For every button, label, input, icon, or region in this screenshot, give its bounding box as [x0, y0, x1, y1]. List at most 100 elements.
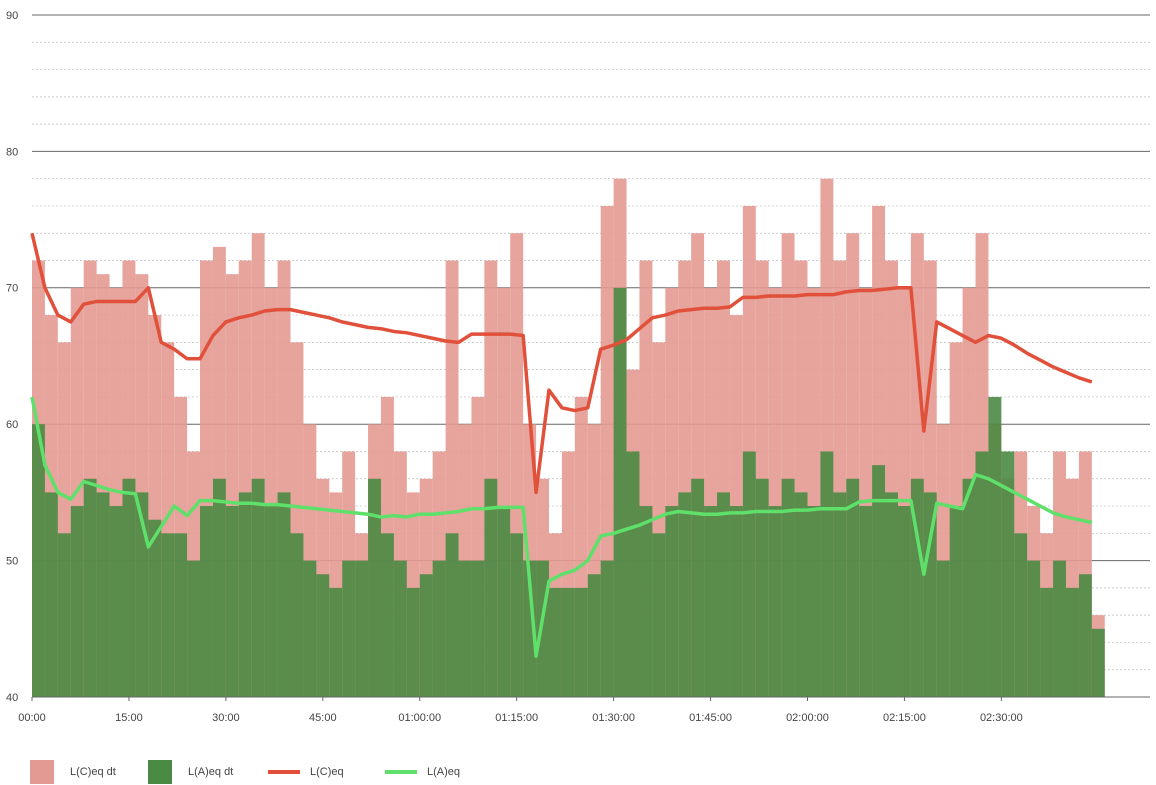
level-bar — [148, 519, 162, 697]
level-bar — [729, 506, 743, 697]
level-bar — [471, 560, 485, 697]
level-bar — [691, 478, 705, 697]
y-tick-label: 60 — [6, 419, 18, 431]
level-bar — [303, 560, 317, 697]
level-bar — [936, 560, 950, 697]
level-bar — [96, 492, 110, 697]
level-bar — [639, 506, 653, 697]
level-bar — [251, 478, 265, 697]
level-bar — [561, 587, 575, 697]
level-bar — [44, 492, 58, 697]
level-line — [30, 232, 1093, 495]
level-bar — [807, 506, 821, 697]
legend-label: L(A)eq dt — [188, 766, 233, 778]
level-bar — [135, 492, 149, 697]
level-bar — [523, 560, 537, 697]
level-bar — [548, 587, 562, 697]
y-tick-label: 80 — [6, 146, 18, 158]
legend-label: L(C)eq — [310, 766, 344, 778]
x-tick-label: 15:00 — [115, 712, 143, 724]
x-tick-label: 02:15:00 — [883, 712, 926, 724]
level-bar — [704, 506, 718, 697]
level-bar — [497, 506, 511, 697]
level-bar — [600, 560, 614, 697]
level-bar — [613, 287, 627, 697]
level-bar — [445, 533, 459, 697]
level-bar — [1001, 451, 1015, 697]
level-bar — [174, 533, 188, 697]
level-bar — [872, 465, 886, 697]
level-bar — [1091, 628, 1105, 697]
level-bar — [717, 492, 730, 697]
level-bar — [342, 560, 356, 697]
legend-label: L(A)eq — [427, 766, 460, 778]
level-bar — [355, 560, 369, 697]
level-bar — [368, 478, 381, 697]
level-bar — [652, 533, 666, 697]
level-bar — [949, 506, 963, 697]
level-bar — [846, 478, 860, 697]
level-bar — [1053, 560, 1066, 697]
level-bar — [897, 506, 911, 697]
level-bar — [70, 506, 84, 697]
y-tick-label: 70 — [6, 283, 18, 295]
legend-swatch — [30, 760, 54, 784]
x-tick-label: 45:00 — [309, 712, 337, 724]
legend-label: L(C)eq dt — [70, 766, 116, 778]
level-bar — [406, 587, 420, 697]
level-bar — [885, 492, 898, 697]
x-tick-label: 01:00:00 — [398, 712, 441, 724]
level-bar — [833, 492, 847, 697]
level-bar — [794, 492, 808, 697]
level-bar — [225, 506, 239, 697]
level-bar — [626, 451, 640, 697]
level-bar — [122, 478, 136, 697]
level-bar — [212, 478, 226, 697]
level-bar — [1040, 587, 1054, 697]
level-bar — [510, 533, 524, 697]
level-bar — [57, 533, 71, 697]
level-bar — [768, 506, 782, 697]
level-bar — [316, 574, 330, 697]
level-bar — [419, 574, 433, 697]
level-bar — [290, 533, 304, 697]
level-bar — [1065, 587, 1079, 697]
level-bar — [988, 396, 1002, 697]
y-tick-label: 40 — [6, 692, 18, 704]
level-bar — [1014, 533, 1028, 697]
y-tick-label: 90 — [6, 10, 18, 22]
level-bar — [678, 492, 692, 697]
level-bar — [264, 506, 278, 697]
y-tick-label: 50 — [6, 556, 18, 568]
level-bar — [781, 478, 795, 697]
x-tick-label: 01:45:00 — [689, 712, 732, 724]
level-bar — [32, 424, 45, 697]
x-tick-label: 01:15:00 — [495, 712, 538, 724]
x-tick-label: 00:00 — [18, 712, 46, 724]
level-bar — [1078, 574, 1092, 697]
level-bar — [200, 506, 213, 697]
x-tick-label: 01:30:00 — [592, 712, 635, 724]
x-tick-label: 02:00:00 — [786, 712, 829, 724]
level-bar — [329, 587, 343, 697]
level-bar — [755, 478, 769, 697]
level-bar — [1027, 560, 1041, 697]
level-bar — [484, 478, 498, 697]
level-bar — [161, 533, 175, 697]
level-bar — [393, 560, 407, 697]
legend-swatch — [148, 760, 172, 784]
level-bar — [859, 506, 873, 697]
level-bar — [975, 451, 989, 697]
level-bar — [665, 506, 679, 697]
level-bar — [238, 492, 252, 697]
level-bar — [277, 492, 291, 697]
level-bar — [587, 574, 601, 697]
x-tick-label: 02:30:00 — [980, 712, 1023, 724]
level-bar — [380, 533, 394, 697]
level-bar — [742, 451, 756, 697]
x-tick-label: 30:00 — [212, 712, 240, 724]
level-bar — [962, 478, 976, 697]
level-bar — [820, 451, 834, 697]
level-bar — [910, 478, 924, 697]
level-bar — [923, 492, 937, 697]
